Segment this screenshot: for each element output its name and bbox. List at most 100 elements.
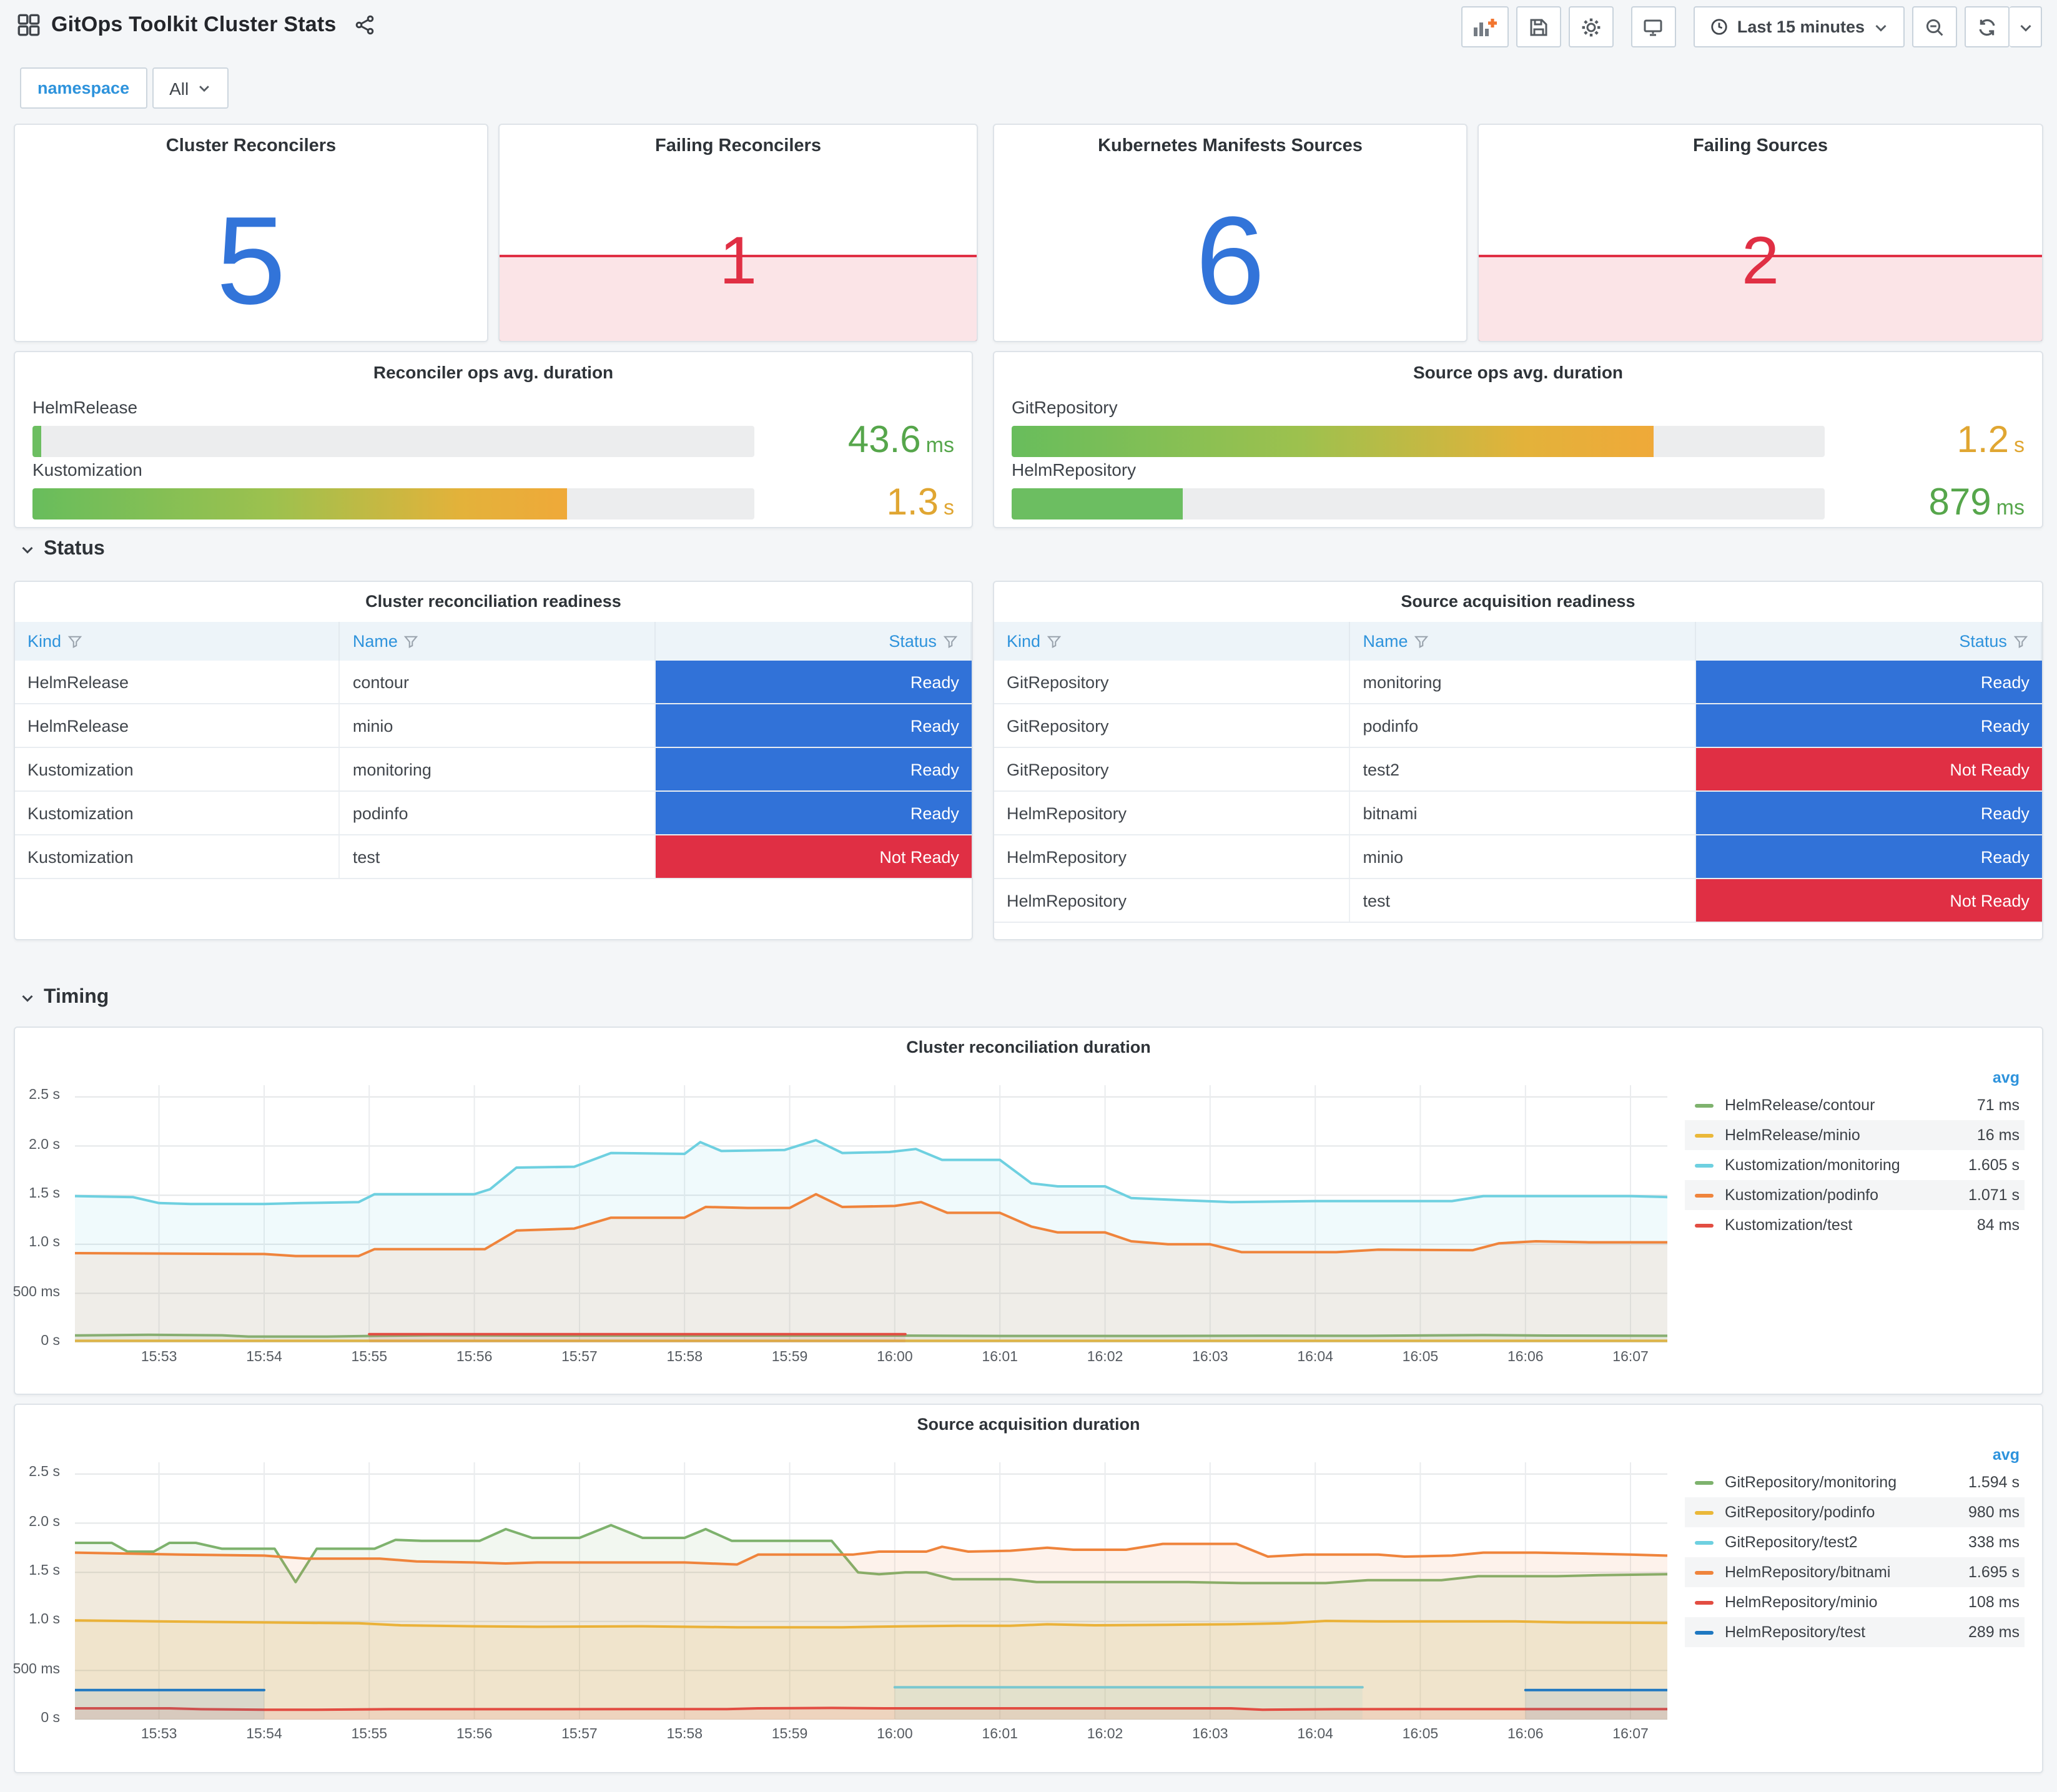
- column-header-kind[interactable]: Kind: [15, 622, 340, 661]
- stat-value: 1: [719, 223, 757, 298]
- gauge-fill: [1012, 488, 1183, 519]
- legend-item[interactable]: GitRepository/podinfo 980 ms: [1685, 1497, 2025, 1527]
- legend-series-name[interactable]: HelmRelease/contour: [1725, 1096, 1875, 1114]
- gauge-panel-reconciler-ops[interactable]: Reconciler ops avg. duration HelmRelease…: [14, 351, 973, 528]
- chart-panel-source-acquisition-duration[interactable]: Source acquisition duration 0 s 500 ms 1.0…: [12, 1404, 2043, 1773]
- x-tick-label: 16:07: [1612, 1727, 1649, 1742]
- cell-kind: GitRepository: [994, 704, 1351, 747]
- panel-title: Reconciler ops avg. duration: [373, 362, 614, 382]
- column-header-status[interactable]: Status: [656, 622, 972, 661]
- save-dashboard-button[interactable]: [1516, 6, 1561, 47]
- stat-panel-kubernetes-manifests-sources[interactable]: Kubernetes Manifests Sources 6: [993, 124, 1468, 342]
- legend-item[interactable]: HelmRepository/test 289 ms: [1685, 1617, 2025, 1647]
- table-panel-cluster-readiness[interactable]: Cluster reconciliation readiness Kind Nam…: [14, 581, 973, 940]
- legend-item[interactable]: HelmRepository/bitnami 1.695 s: [1685, 1557, 2025, 1587]
- legend-avg-header[interactable]: avg: [1992, 1446, 2020, 1464]
- series-color-dash-icon: [1695, 1480, 1714, 1484]
- legend-item[interactable]: HelmRelease/minio 16 ms: [1685, 1120, 2025, 1150]
- filter-funnel-icon[interactable]: [2013, 634, 2028, 649]
- legend-series-name[interactable]: HelmRepository/bitnami: [1725, 1563, 1891, 1581]
- column-header-status[interactable]: Status: [1696, 622, 2042, 661]
- share-icon[interactable]: [355, 15, 375, 35]
- legend-series-name[interactable]: HelmRepository/test: [1725, 1623, 1866, 1641]
- panel-title: Failing Reconcilers: [655, 136, 821, 156]
- legend-item[interactable]: HelmRepository/minio 108 ms: [1685, 1587, 2025, 1617]
- add-panel-button[interactable]: [1461, 6, 1509, 47]
- gauge-row: GitRepository 1.2 s: [1012, 397, 2025, 460]
- filter-funnel-icon[interactable]: [1047, 634, 1062, 649]
- panel-title: Cluster reconciliation duration: [906, 1038, 1151, 1056]
- chevron-down-icon: [20, 990, 35, 1005]
- cell-status: Ready: [1696, 835, 2042, 878]
- cell-status: Ready: [1696, 792, 2042, 834]
- legend-item[interactable]: GitRepository/test2 338 ms: [1685, 1527, 2025, 1557]
- legend-series-name[interactable]: Kustomization/test: [1725, 1216, 1853, 1234]
- x-tick-label: 15:55: [351, 1350, 388, 1365]
- section-row-status[interactable]: Status: [20, 538, 105, 561]
- table-panel-source-readiness[interactable]: Source acquisition readiness Kind Name Sta…: [993, 581, 2043, 940]
- stat-panel-failing-sources[interactable]: Failing Sources 2: [1477, 124, 2043, 342]
- legend-series-name[interactable]: Kustomization/podinfo: [1725, 1186, 1878, 1204]
- legend-avg-header[interactable]: avg: [1992, 1069, 2020, 1086]
- tv-mode-button[interactable]: [1630, 6, 1676, 47]
- legend-series-name[interactable]: GitRepository/test2: [1725, 1534, 1858, 1551]
- cell-status: Ready: [656, 792, 972, 834]
- gauge-value: 1.3 s: [886, 482, 954, 523]
- table-row: Kustomization podinfo Ready: [15, 792, 972, 835]
- x-axis-labels: 15:53 15:54 15:55 15:56 15:57 15:58 15:59 16:00…: [75, 1350, 1667, 1370]
- table-row: GitRepository podinfo Ready: [994, 704, 2042, 748]
- stat-panel-failing-reconcilers[interactable]: Failing Reconcilers 1: [498, 124, 978, 342]
- filter-funnel-icon[interactable]: [1414, 634, 1429, 649]
- column-header-kind[interactable]: Kind: [994, 622, 1351, 661]
- y-tick-label: 1.0 s: [29, 1235, 60, 1251]
- column-header-name[interactable]: Name: [1351, 622, 1697, 661]
- series-color-dash-icon: [1695, 1540, 1714, 1544]
- time-range-picker[interactable]: Last 15 minutes: [1693, 6, 1905, 47]
- legend-item[interactable]: HelmRelease/contour 71 ms: [1685, 1090, 2025, 1120]
- filter-funnel-icon[interactable]: [67, 634, 82, 649]
- chart-panel-cluster-reconciliation-duration[interactable]: Cluster reconciliation duration 0 s 500 m…: [13, 1026, 2043, 1395]
- section-row-timing[interactable]: Timing: [20, 987, 109, 1009]
- x-tick-label: 16:06: [1507, 1350, 1544, 1365]
- table-body: HelmRelease contour Ready HelmRelease minio R…: [15, 661, 972, 879]
- legend-series-name[interactable]: GitRepository/podinfo: [1725, 1504, 1875, 1521]
- refresh-button[interactable]: [1965, 6, 2010, 47]
- settings-button[interactable]: [1568, 6, 1614, 47]
- cell-kind: GitRepository: [994, 661, 1351, 703]
- x-tick-label: 16:00: [877, 1727, 913, 1742]
- dashboard-grid-icon[interactable]: [17, 14, 40, 36]
- legend-series-name[interactable]: Kustomization/monitoring: [1725, 1156, 1900, 1174]
- cell-status: Ready: [656, 661, 972, 703]
- column-header-name[interactable]: Name: [340, 622, 656, 661]
- filter-funnel-icon[interactable]: [943, 634, 958, 649]
- threshold-line: [1479, 254, 2042, 257]
- legend-series-name[interactable]: GitRepository/monitoring: [1725, 1474, 1897, 1491]
- legend-series-name[interactable]: HelmRelease/minio: [1725, 1126, 1860, 1144]
- chart-plot-area[interactable]: [75, 1462, 1667, 1720]
- series-color-dash-icon: [1695, 1223, 1714, 1227]
- x-tick-label: 15:59: [771, 1350, 808, 1365]
- stat-panel-cluster-reconcilers[interactable]: Cluster Reconcilers 5: [14, 124, 488, 342]
- chart-plot-area[interactable]: [75, 1085, 1667, 1342]
- legend-item[interactable]: Kustomization/test 84 ms: [1685, 1210, 2025, 1240]
- legend-item[interactable]: Kustomization/podinfo 1.071 s: [1685, 1180, 2025, 1210]
- refresh-interval-dropdown[interactable]: [2010, 6, 2042, 47]
- y-tick-label: 500 ms: [12, 1662, 60, 1677]
- variable-value-dropdown[interactable]: All: [152, 67, 229, 109]
- gauge-panel-source-ops[interactable]: Source ops avg. duration GitRepository 1.…: [993, 351, 2043, 528]
- gauge-fill: [32, 488, 567, 519]
- legend-item[interactable]: Kustomization/monitoring 1.605 s: [1685, 1150, 2025, 1180]
- zoom-out-button[interactable]: [1912, 6, 1957, 47]
- legend-avg-value: 108 ms: [1968, 1593, 2020, 1611]
- gauge-track: [1012, 488, 1825, 519]
- table-row: Kustomization test Not Ready: [15, 835, 972, 879]
- filter-funnel-icon[interactable]: [404, 634, 419, 649]
- gauge-value: 1.2 s: [1956, 420, 2025, 461]
- y-tick-label: 2.5 s: [29, 1465, 60, 1480]
- x-tick-label: 15:56: [456, 1727, 493, 1742]
- cell-kind: HelmRelease: [15, 661, 340, 703]
- legend-item[interactable]: GitRepository/monitoring 1.594 s: [1685, 1467, 2025, 1497]
- series-color-dash-icon: [1695, 1103, 1714, 1107]
- legend-avg-value: 1.594 s: [1968, 1474, 2020, 1491]
- legend-series-name[interactable]: HelmRepository/minio: [1725, 1593, 1878, 1611]
